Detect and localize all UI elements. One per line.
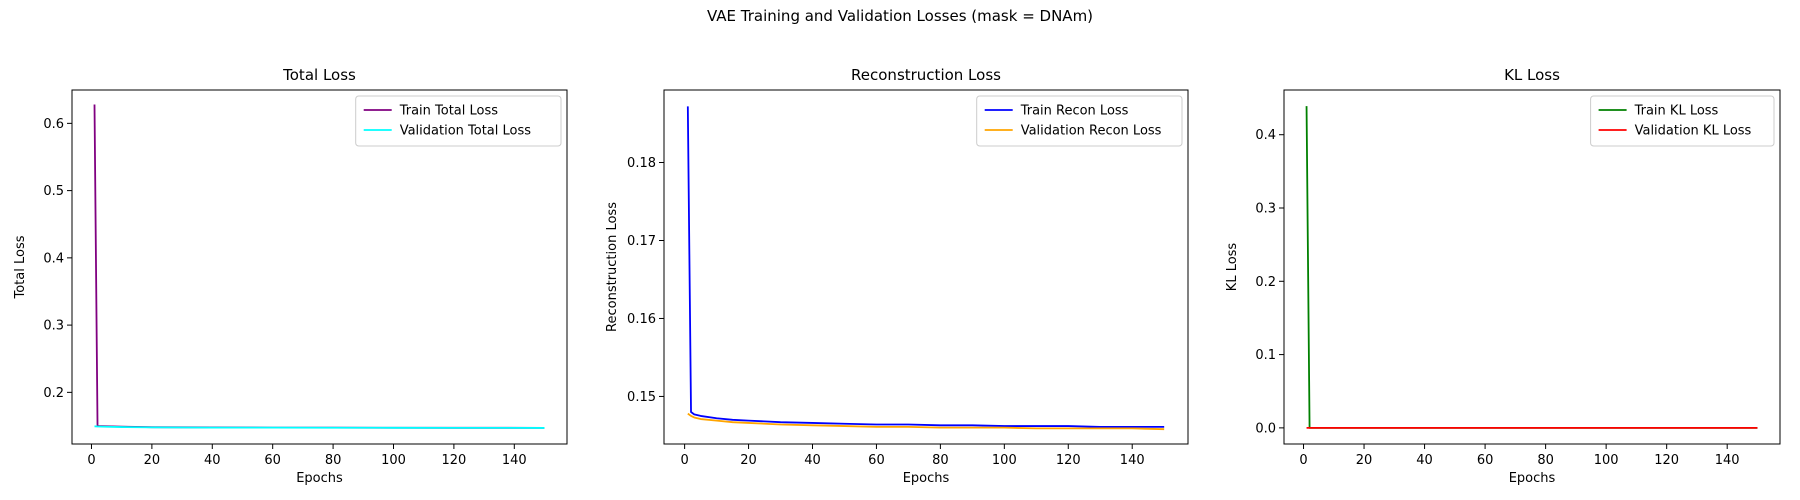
series-line-validation-recon-loss: [687, 412, 1165, 431]
axes-frame: [71, 89, 568, 445]
legend-box: [976, 95, 1183, 147]
y-tick-label: 0.6: [43, 117, 64, 132]
legend-label: Validation Recon Loss: [1021, 124, 1162, 139]
y-tick-label: 0.15: [627, 390, 656, 405]
y-tick-label: 0.2: [43, 386, 64, 401]
chart-panel-kl-loss: KL Loss 0 20 40 60 80 100 120 140 0.0 0.1 0.2 0.3 0.4…: [1225, 66, 1781, 486]
x-tick-label: 60: [264, 453, 281, 468]
x-axis-label: Epochs: [296, 471, 343, 486]
x-tick-label: 0: [680, 453, 688, 468]
x-tick-label: 140: [502, 453, 527, 468]
series-line-train-kl-loss: [1305, 106, 1758, 429]
x-tick-label: 140: [1715, 453, 1740, 468]
x-tick-label: 120: [1056, 453, 1081, 468]
chart-title: KL Loss: [1504, 66, 1560, 84]
x-tick-label: 60: [1477, 453, 1494, 468]
legend: Train Recon Loss Validation Recon Loss: [976, 95, 1183, 147]
legend: Train KL Loss Validation KL Loss: [1590, 95, 1775, 147]
series-line-train-total-loss: [93, 104, 545, 429]
y-tick-label: 0.3: [43, 319, 64, 334]
chart-panel-reconstruction-loss: Reconstruction Loss 0 20 40 60 80 100 120 140 0.1…: [605, 66, 1189, 486]
x-tick-label: 140: [1120, 453, 1145, 468]
y-tick-label: 0.4: [43, 251, 64, 266]
legend-label: Train Total Loss: [399, 104, 499, 119]
x-tick-label: 120: [441, 453, 466, 468]
y-tick-label: 0.2: [1255, 275, 1276, 290]
y-tick-label: 0.17: [627, 234, 656, 249]
x-tick-label: 0: [87, 453, 95, 468]
x-tick-label: 20: [144, 453, 161, 468]
x-tick-label: 100: [992, 453, 1017, 468]
series-lines: [1305, 106, 1758, 429]
x-axis-label: Epochs: [1509, 471, 1556, 486]
x-tick-label: 40: [1416, 453, 1433, 468]
legend-label: Validation Total Loss: [400, 124, 532, 139]
figure-suptitle: VAE Training and Validation Losses (mask…: [707, 7, 1093, 25]
axes-frame: [1283, 89, 1781, 445]
legend: Train Total Loss Validation Total Loss: [355, 95, 562, 147]
y-tick-label: 0.18: [627, 156, 656, 171]
y-axis-label: Reconstruction Loss: [605, 202, 620, 332]
y-tick-label: 0.16: [627, 312, 656, 327]
x-tick-label: 60: [868, 453, 885, 468]
series-line-validation-total-loss: [94, 425, 545, 429]
legend-box: [1590, 95, 1775, 147]
chart-title: Reconstruction Loss: [851, 66, 1001, 84]
x-tick-label: 20: [1356, 453, 1373, 468]
legend-label: Validation KL Loss: [1635, 124, 1752, 139]
y-axis-label: Total Loss: [13, 235, 28, 299]
y-tick-label: 0.0: [1255, 421, 1276, 436]
series-lines: [93, 104, 545, 429]
x-tick-label: 80: [932, 453, 949, 468]
x-tick-label: 80: [1537, 453, 1554, 468]
y-tick-label: 0.1: [1255, 348, 1276, 363]
x-tick-label: 0: [1299, 453, 1307, 468]
x-tick-label: 40: [804, 453, 821, 468]
chart-title: Total Loss: [282, 66, 356, 84]
x-tick-label: 100: [1594, 453, 1619, 468]
x-tick-label: 20: [740, 453, 757, 468]
y-tick-label: 0.4: [1255, 128, 1276, 143]
legend-box: [355, 95, 562, 147]
y-tick-label: 0.5: [43, 184, 64, 199]
series-line-train-recon-loss: [686, 106, 1165, 428]
x-tick-label: 100: [381, 453, 406, 468]
y-axis-label: KL Loss: [1225, 243, 1240, 292]
legend-label: Train Recon Loss: [1020, 104, 1129, 119]
axes-frame: [663, 89, 1189, 445]
series-lines: [686, 106, 1165, 431]
y-tick-label: 0.3: [1255, 202, 1276, 217]
x-tick-label: 120: [1654, 453, 1679, 468]
x-tick-label: 40: [204, 453, 221, 468]
x-tick-label: 80: [325, 453, 342, 468]
legend-label: Train KL Loss: [1634, 104, 1719, 119]
x-axis-label: Epochs: [903, 471, 950, 486]
chart-panel-total-loss: Total Loss 0 20 40 60 80 100 120 140 0.2 0.3 0.4 0.5…: [13, 66, 568, 486]
